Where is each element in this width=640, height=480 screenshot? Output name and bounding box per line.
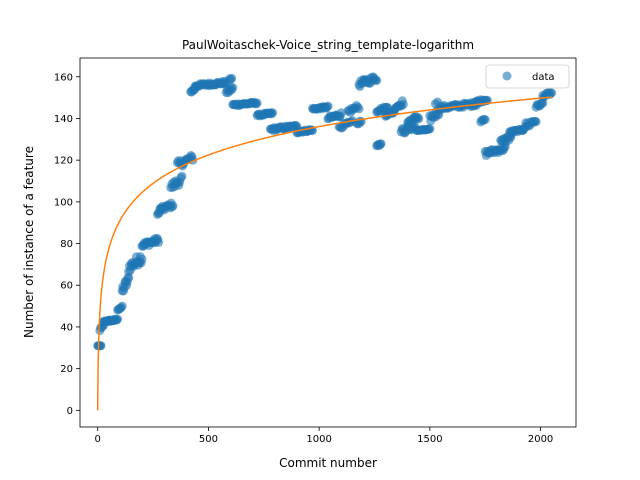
data-point bbox=[372, 75, 382, 85]
data-point bbox=[425, 124, 435, 134]
data-point bbox=[268, 108, 278, 118]
scatter-series bbox=[93, 72, 557, 351]
x-tick-label: 1500 bbox=[417, 434, 442, 445]
data-point bbox=[531, 117, 541, 127]
data-point bbox=[376, 139, 386, 149]
y-tick-label: 20 bbox=[60, 364, 73, 375]
x-axis: 0 500 1000 1500 2000 bbox=[95, 427, 553, 445]
data-point bbox=[113, 314, 123, 324]
data-point bbox=[480, 115, 490, 125]
y-tick-label: 160 bbox=[54, 72, 73, 83]
x-tick-label: 500 bbox=[199, 434, 218, 445]
x-tick-label: 1000 bbox=[306, 434, 331, 445]
y-tick-label: 40 bbox=[60, 322, 73, 333]
data-point bbox=[252, 98, 262, 108]
y-tick-label: 60 bbox=[60, 281, 73, 292]
data-point bbox=[117, 301, 127, 311]
y-axis-label: Number of instance of a feature bbox=[22, 146, 36, 338]
y-tick-label: 120 bbox=[54, 156, 73, 167]
legend-box bbox=[485, 64, 570, 89]
data-point bbox=[177, 171, 187, 181]
y-tick-label: 80 bbox=[60, 239, 73, 250]
x-tick-label: 2000 bbox=[528, 434, 553, 445]
chart-title: PaulWoitaschek-Voice_string_template-log… bbox=[182, 38, 474, 52]
data-point bbox=[124, 273, 134, 283]
x-axis-label: Commit number bbox=[279, 456, 377, 470]
data-point bbox=[227, 73, 237, 83]
data-point bbox=[414, 114, 424, 124]
legend-label-data: data bbox=[532, 72, 555, 83]
y-tick-label: 0 bbox=[67, 406, 73, 417]
data-point bbox=[228, 83, 238, 93]
data-point bbox=[547, 88, 557, 98]
plot-area bbox=[93, 72, 557, 411]
data-point bbox=[168, 201, 178, 211]
x-tick-label: 0 bbox=[95, 434, 101, 445]
data-point bbox=[354, 104, 364, 114]
data-point bbox=[154, 237, 164, 247]
y-tick-label: 100 bbox=[54, 197, 73, 208]
data-point bbox=[398, 100, 408, 109]
y-axis: 0 20 40 60 80 100 120 140 160 bbox=[54, 72, 80, 417]
legend-marker-data bbox=[502, 71, 512, 81]
data-point bbox=[323, 101, 333, 111]
axes-frame bbox=[79, 57, 577, 428]
fit-line bbox=[96, 96, 552, 411]
legend: data bbox=[485, 64, 570, 89]
data-point bbox=[137, 254, 147, 264]
y-tick-label: 140 bbox=[54, 114, 73, 125]
